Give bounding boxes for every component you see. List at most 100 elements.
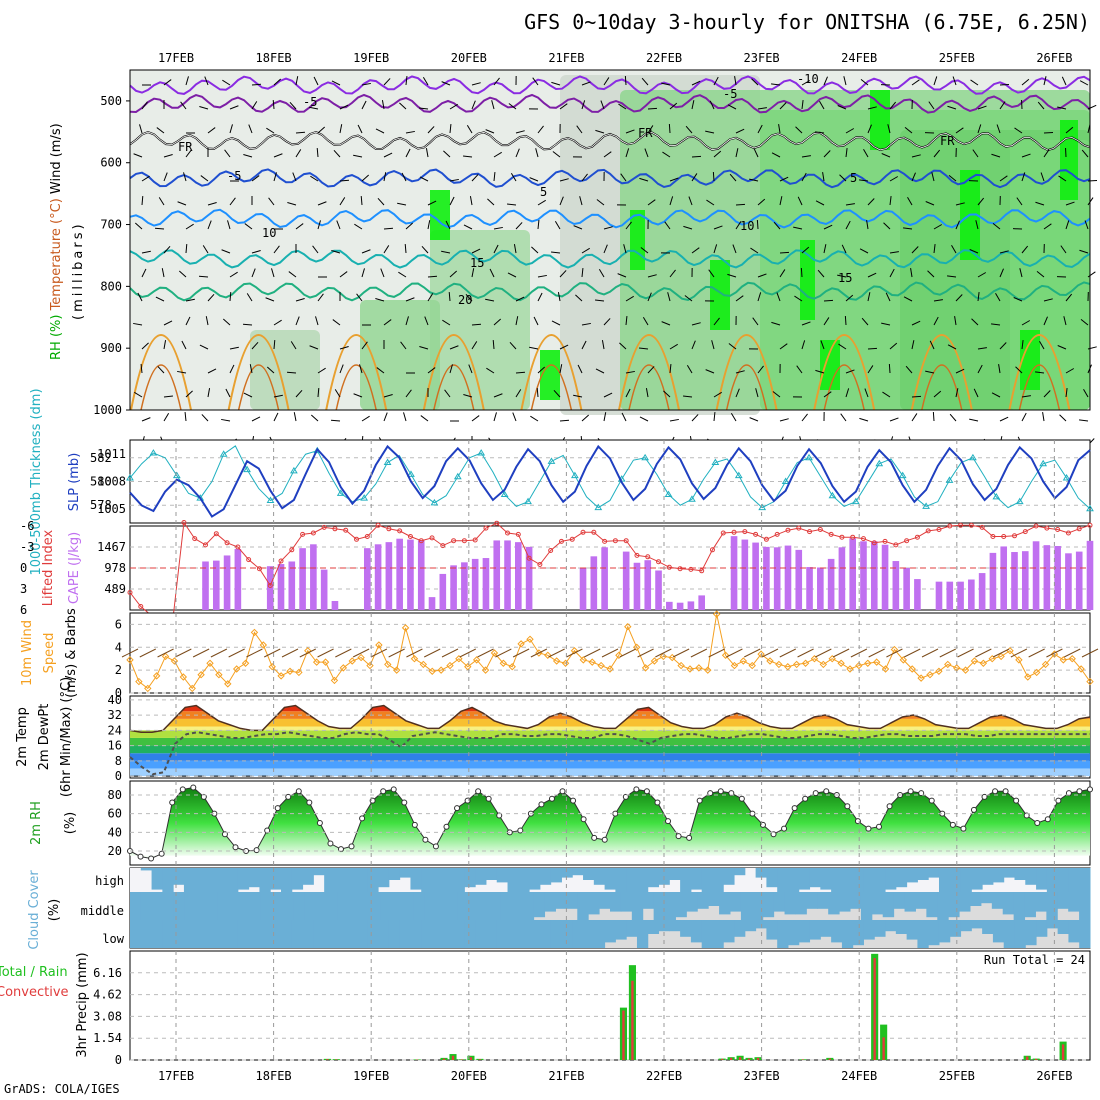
wind-barb bbox=[427, 220, 431, 230]
wind-barb bbox=[281, 648, 299, 658]
cloud-bar bbox=[1057, 892, 1069, 909]
data-point bbox=[997, 652, 1005, 661]
cloud-bar bbox=[690, 920, 703, 943]
data-point bbox=[158, 850, 165, 857]
wind-barb bbox=[573, 394, 583, 398]
cloud-bar bbox=[690, 868, 703, 890]
wind-barb bbox=[713, 411, 716, 422]
data-point bbox=[481, 666, 490, 674]
cape-bar bbox=[1021, 551, 1029, 610]
wind-barb bbox=[911, 79, 920, 86]
wind-barb bbox=[141, 417, 151, 422]
data-point bbox=[904, 538, 910, 544]
precip-convective-bar bbox=[756, 1057, 760, 1060]
data-point bbox=[823, 788, 830, 795]
data-point bbox=[232, 844, 239, 851]
wind-barb bbox=[557, 292, 561, 302]
data-point bbox=[1015, 497, 1024, 505]
cape-bar bbox=[633, 562, 641, 610]
data-point bbox=[332, 526, 338, 532]
wind-barb bbox=[185, 316, 191, 326]
cape-bar bbox=[407, 539, 414, 610]
data-point bbox=[310, 530, 316, 536]
wind-barb bbox=[705, 369, 715, 374]
cloud-bar bbox=[391, 892, 404, 920]
data-point bbox=[432, 843, 439, 850]
wind-barb bbox=[507, 272, 517, 278]
wind-barb bbox=[999, 342, 1007, 350]
date-label-bottom: 23FEB bbox=[744, 1069, 780, 1083]
wind-barb bbox=[449, 364, 453, 374]
wind-barb bbox=[266, 127, 275, 134]
cloud-bar bbox=[938, 868, 951, 892]
y-tick-label-left: -3 bbox=[20, 540, 34, 554]
date-label-bottom: 17FEB bbox=[158, 1069, 194, 1083]
wind-barb bbox=[684, 295, 693, 302]
wind-barb bbox=[141, 195, 144, 206]
wind-barb bbox=[471, 248, 481, 254]
wind-barb bbox=[948, 174, 957, 182]
cloud-bar bbox=[162, 892, 175, 920]
data-point bbox=[559, 788, 566, 795]
cloud-bar bbox=[399, 920, 411, 948]
data-point bbox=[981, 793, 988, 800]
data-point bbox=[1077, 665, 1085, 673]
isotherm-line bbox=[227, 334, 290, 411]
wind-barb bbox=[248, 124, 253, 134]
wind-barb bbox=[889, 417, 899, 422]
cloud-bar bbox=[464, 920, 476, 948]
wind-barb bbox=[1061, 76, 1067, 86]
wind-barb bbox=[1043, 316, 1048, 326]
wind-barb bbox=[317, 648, 334, 658]
wind-barb bbox=[492, 339, 495, 350]
wind-barb bbox=[757, 292, 762, 302]
data-point bbox=[802, 795, 809, 802]
temp-ylabel: 2m Temp 2m DewPt (6hr Min/Max) (°C) bbox=[15, 677, 74, 797]
data-point bbox=[357, 653, 365, 662]
data-point bbox=[179, 673, 188, 681]
data-point bbox=[517, 640, 525, 648]
cloud-bar bbox=[991, 892, 1004, 909]
wind-barb bbox=[210, 648, 228, 658]
cape-bar bbox=[773, 547, 781, 610]
wind-barb bbox=[577, 364, 583, 374]
cloud-bar bbox=[1057, 868, 1069, 892]
cape-bar bbox=[461, 562, 468, 610]
wind-barb bbox=[951, 244, 957, 254]
data-point bbox=[483, 525, 489, 531]
ylabel-rh2m: 2m RH bbox=[29, 801, 44, 845]
wind-barb bbox=[999, 175, 1008, 182]
data-point bbox=[656, 559, 662, 565]
data-point bbox=[738, 795, 745, 802]
isotherm-line bbox=[520, 334, 583, 411]
data-point bbox=[440, 543, 446, 549]
y-tick-label: 8 bbox=[115, 754, 122, 768]
wind-barb bbox=[471, 100, 476, 110]
wind-barb bbox=[336, 220, 341, 230]
data-point bbox=[1068, 655, 1076, 663]
wind-barb bbox=[249, 364, 253, 374]
data-point bbox=[1013, 797, 1020, 804]
precip-convective-bar bbox=[1061, 1044, 1065, 1060]
wind-barb bbox=[154, 227, 165, 230]
wind-barb bbox=[779, 196, 783, 206]
cape-bar bbox=[277, 564, 285, 610]
wind-barb bbox=[911, 172, 916, 182]
wind-barb bbox=[735, 295, 744, 302]
wind-barb bbox=[779, 176, 789, 182]
cape-bar bbox=[223, 555, 231, 610]
wind-barb bbox=[727, 273, 737, 278]
cloud-bar bbox=[971, 868, 983, 890]
wind-barb bbox=[251, 175, 260, 182]
wind-barb bbox=[295, 389, 303, 398]
data-point bbox=[392, 666, 401, 674]
wind-barb bbox=[330, 419, 341, 422]
wind-barb bbox=[1058, 175, 1067, 182]
data-point bbox=[917, 674, 925, 682]
cloud-bar bbox=[550, 920, 562, 948]
wind-barb bbox=[559, 419, 570, 422]
cloud-bar bbox=[730, 892, 742, 912]
wind-barb bbox=[933, 149, 941, 158]
data-point bbox=[817, 527, 823, 532]
cloud-bar bbox=[507, 868, 519, 892]
